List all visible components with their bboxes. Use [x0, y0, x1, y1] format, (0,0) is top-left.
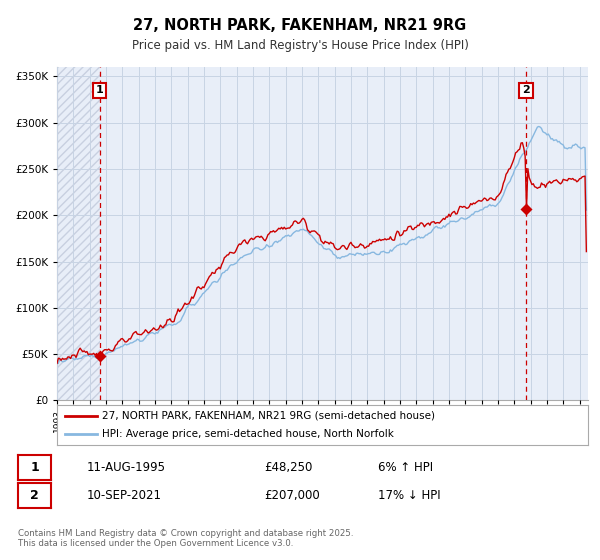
- Text: 2: 2: [522, 85, 530, 95]
- Text: 17% ↓ HPI: 17% ↓ HPI: [378, 489, 440, 502]
- Text: 11-AUG-1995: 11-AUG-1995: [87, 461, 166, 474]
- Text: HPI: Average price, semi-detached house, North Norfolk: HPI: Average price, semi-detached house,…: [102, 430, 394, 439]
- Text: £48,250: £48,250: [264, 461, 313, 474]
- Text: 1: 1: [30, 461, 39, 474]
- Text: 10-SEP-2021: 10-SEP-2021: [87, 489, 162, 502]
- Text: Price paid vs. HM Land Registry's House Price Index (HPI): Price paid vs. HM Land Registry's House …: [131, 39, 469, 53]
- Text: 6% ↑ HPI: 6% ↑ HPI: [378, 461, 433, 474]
- Text: 27, NORTH PARK, FAKENHAM, NR21 9RG (semi-detached house): 27, NORTH PARK, FAKENHAM, NR21 9RG (semi…: [102, 411, 435, 421]
- Text: £207,000: £207,000: [264, 489, 320, 502]
- Text: 1: 1: [96, 85, 104, 95]
- Text: 27, NORTH PARK, FAKENHAM, NR21 9RG: 27, NORTH PARK, FAKENHAM, NR21 9RG: [133, 18, 467, 32]
- Bar: [57, 67, 100, 400]
- Text: Contains HM Land Registry data © Crown copyright and database right 2025.
This d: Contains HM Land Registry data © Crown c…: [18, 529, 353, 548]
- Text: 2: 2: [30, 489, 39, 502]
